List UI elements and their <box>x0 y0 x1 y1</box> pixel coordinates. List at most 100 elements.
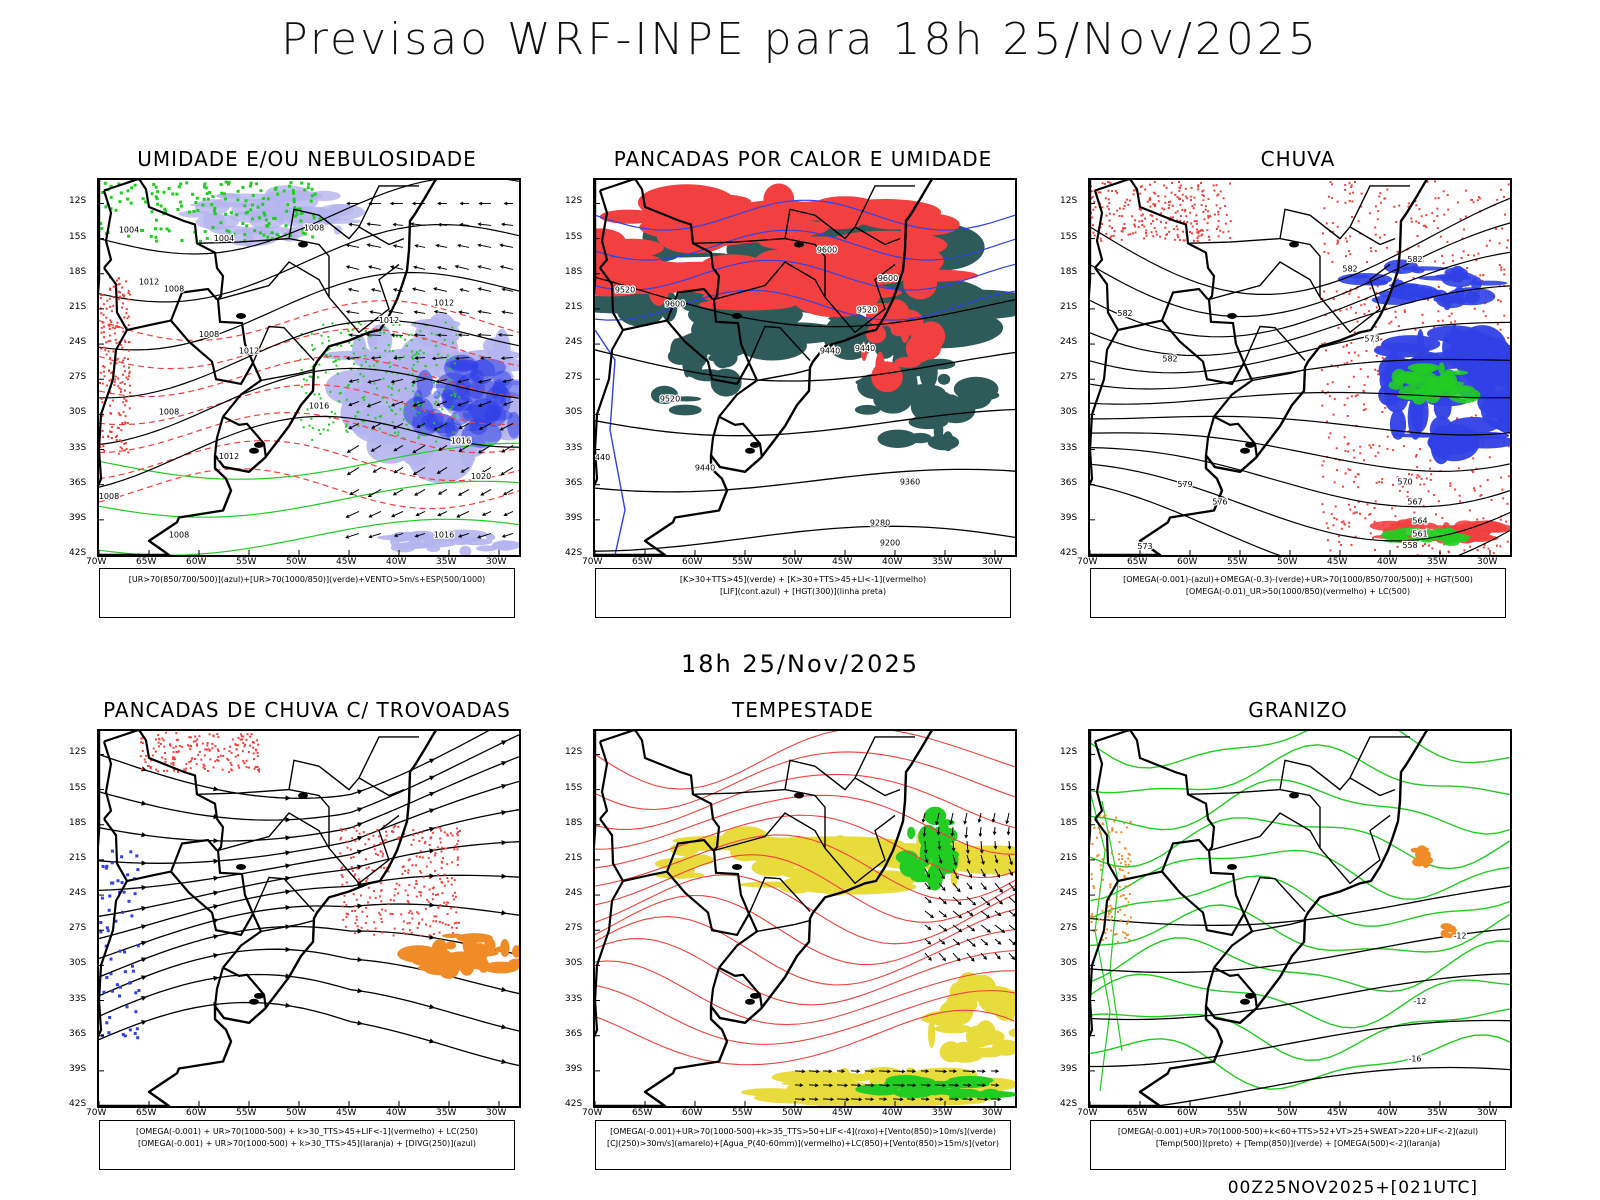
contour-label: 1012 <box>379 316 399 325</box>
lon-tick-label: 30W <box>486 1108 507 1118</box>
lon-tick-label: 50W <box>286 1108 307 1118</box>
field-layer <box>1090 731 1510 1106</box>
lon-tick-label: 50W <box>286 557 307 567</box>
lat-tick-label: 33S <box>69 993 87 1004</box>
lat-tick-label: 12S <box>565 196 583 207</box>
lat-tick-label: 39S <box>565 1063 583 1074</box>
contour-label: 9440 <box>820 346 840 355</box>
lat-tick-label: 21S <box>565 852 583 863</box>
contour-label: 9440 <box>595 453 610 462</box>
contour-label: 582 <box>1162 355 1177 364</box>
lat-tick-label: 30S <box>69 407 87 418</box>
panel-title-umidade-e-ou-nebulosidade: UMIDADE E/OU NEBULOSIDADE <box>137 147 477 171</box>
lon-tick-label: 30W <box>982 1108 1003 1118</box>
lon-tick-label: 65W <box>632 1108 653 1118</box>
lat-tick-label: 24S <box>565 337 583 348</box>
legend-line: [OMEGA(-0.001)+UR>70(1000-500)+k<60+TTS>… <box>1117 1127 1479 1136</box>
lon-tick-label: 50W <box>782 1108 803 1118</box>
lon-tick-label: 70W <box>86 1108 107 1118</box>
lat-tick-label: 33S <box>1060 993 1078 1004</box>
contour-label: 9600 <box>665 300 685 309</box>
contour-label: 1008 <box>304 223 324 232</box>
contour-label: 1016 <box>451 437 471 446</box>
lon-tick-label: 45W <box>336 1108 357 1118</box>
lat-tick-label: 15S <box>69 231 87 242</box>
contour-label: 1008 <box>99 492 119 501</box>
contour-label: 1008 <box>159 407 179 416</box>
coastline-borders <box>99 180 438 555</box>
panel-title-pancadas-por-calor-e-umidade: PANCADAS POR CALOR E UMIDADE <box>613 147 993 171</box>
lat-tick-label: 36S <box>565 1028 583 1039</box>
lat-tick-label: 33S <box>1060 442 1078 453</box>
contour-label: 1012 <box>219 452 239 461</box>
lat-tick-label: 12S <box>1060 196 1078 207</box>
panel-title-pancadas-de-chuva-c-trovoadas: PANCADAS DE CHUVA C/ TROVOADAS <box>103 698 511 722</box>
lat-tick-label: 15S <box>565 231 583 242</box>
lat-tick-label: 27S <box>69 372 87 383</box>
lon-tick-label: 40W <box>1377 557 1398 567</box>
lon-tick-label: 70W <box>1077 557 1098 567</box>
contour-label: 582 <box>1407 255 1422 264</box>
legend-line: [OMEGA(-0.001) + UR>70(1000-500) + k>30_… <box>137 1139 477 1148</box>
contour-label: 1008 <box>169 530 189 539</box>
lat-tick-label: 15S <box>1060 782 1078 793</box>
coastline-borders <box>1090 731 1429 1106</box>
field-layer <box>1090 180 1510 555</box>
lon-tick-label: 60W <box>682 557 703 567</box>
lat-tick-label: 27S <box>69 923 87 934</box>
bottom-row-title: 18h 25/Nov/2025 <box>680 650 919 678</box>
legend-umidade-e-ou-nebulosidade: [UR>70(850/700/500)](azul)+[UR>70(1000/8… <box>99 568 515 618</box>
contour-label: 573 <box>1137 542 1152 551</box>
lon-tick-label: 55W <box>1227 557 1248 567</box>
legend-line: [LIF](cont.azul) + [HGT(300)](linha pret… <box>719 587 887 596</box>
legend-line: [OMEGA(-0.01)_UR>50(1000/850)(vermelho) … <box>1185 587 1411 596</box>
field-layer <box>99 731 519 1067</box>
lat-tick-label: 24S <box>69 337 87 348</box>
lat-tick-label: 39S <box>69 1063 87 1074</box>
lat-tick-label: 36S <box>1060 477 1078 488</box>
lon-tick-label: 45W <box>1327 557 1348 567</box>
lon-tick-label: 35W <box>436 557 457 567</box>
lat-tick-label: 15S <box>69 782 87 793</box>
lat-tick-label: 33S <box>565 442 583 453</box>
lat-tick-label: 18S <box>69 817 87 828</box>
lat-tick-label: 15S <box>565 782 583 793</box>
panel-title-granizo: GRANIZO <box>1248 698 1348 722</box>
lon-tick-label: 60W <box>1177 1108 1198 1118</box>
contour-label: 9520 <box>660 394 680 403</box>
lat-tick-label: 27S <box>565 372 583 383</box>
lon-tick-label: 40W <box>386 1108 407 1118</box>
contour-label: 9360 <box>900 478 920 487</box>
lon-tick-label: 45W <box>832 1108 853 1118</box>
lon-tick-label: 60W <box>186 1108 207 1118</box>
contour-label: 1016 <box>309 402 329 411</box>
lat-tick-label: 21S <box>565 301 583 312</box>
lon-tick-label: 50W <box>1277 1108 1298 1118</box>
contour-label: 558 <box>1402 541 1417 550</box>
lat-tick-label: 18S <box>1060 266 1078 277</box>
map-chuva: 582 582 582 582 573 579 576 570 567 564 561 558 573 <box>1088 178 1512 557</box>
lat-tick-label: 24S <box>69 888 87 899</box>
lat-tick-label: 21S <box>69 301 87 312</box>
contour-label: 1012 <box>239 346 259 355</box>
lat-tick-label: 12S <box>565 747 583 758</box>
lat-tick-label: 21S <box>1060 301 1078 312</box>
lat-tick-label: 30S <box>69 958 87 969</box>
contour-label: 9200 <box>880 539 900 548</box>
lon-tick-label: 70W <box>582 1108 603 1118</box>
contour-label: -12 <box>1453 931 1466 940</box>
lat-tick-label: 36S <box>1060 1028 1078 1039</box>
lat-tick-label: 18S <box>69 266 87 277</box>
contour-label: 9440 <box>855 344 875 353</box>
lat-tick-label: 36S <box>69 477 87 488</box>
lat-tick-label: 30S <box>1060 958 1078 969</box>
run-code: 00Z25NOV2025+[021UTC] <box>1227 1178 1478 1198</box>
map-umidade-e-ou-nebulosidade: 1004 1004 1008 1012 1008 1012 1008 1012 1012 1008… <box>97 178 521 557</box>
contour-label: 9440 <box>695 464 715 473</box>
coastline-borders <box>99 731 438 1106</box>
contour-label: 573 <box>1364 335 1379 344</box>
lon-tick-label: 70W <box>86 557 107 567</box>
lon-tick-label: 35W <box>436 1108 457 1118</box>
lon-tick-label: 55W <box>1227 1108 1248 1118</box>
lon-tick-label: 40W <box>1377 1108 1398 1118</box>
